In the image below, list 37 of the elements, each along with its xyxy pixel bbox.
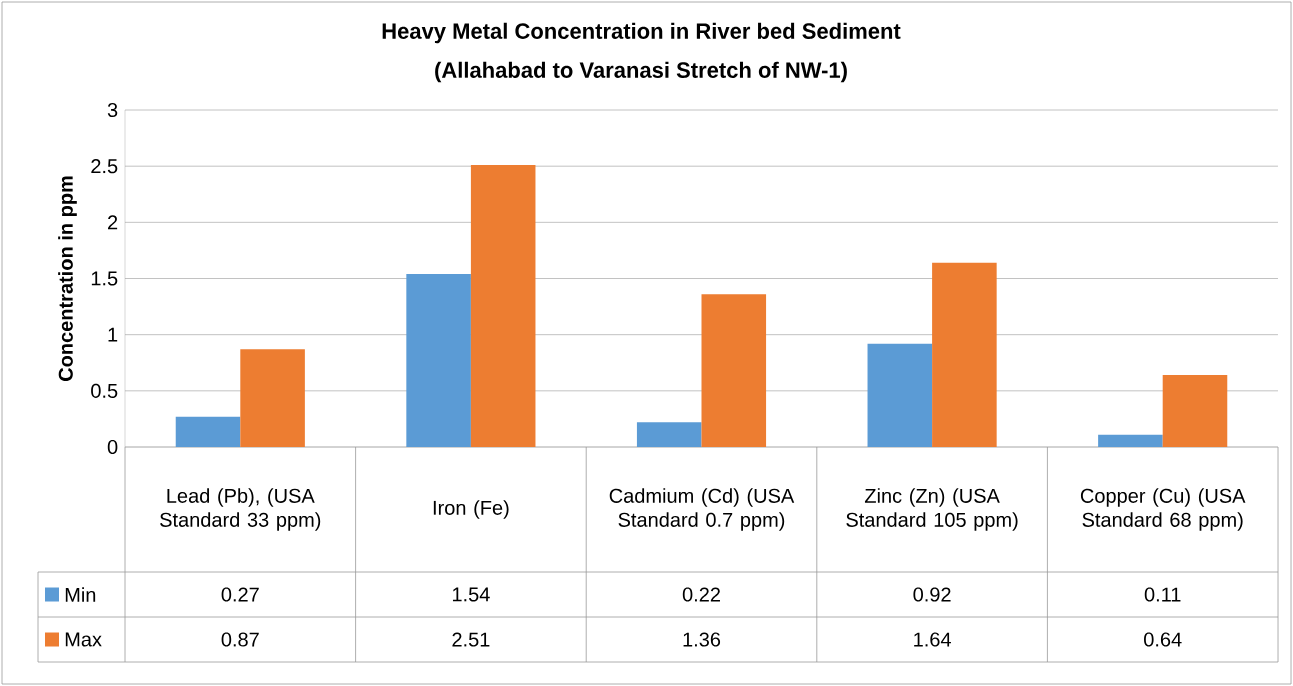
data-label: 1.64 [914,632,951,647]
bar [867,343,933,448]
data-label: 1.36 [683,632,721,647]
data-label: 2.51 [452,632,490,647]
y-tick-label: 0.5 [91,383,118,398]
data-label: 0.92 [913,587,951,602]
bar [470,165,536,448]
x-tick-label: Cadmium (Cd) (USA Standard 0.7 ppm) [609,488,795,531]
y-tick-label: 1 [108,327,118,342]
data-label: 0.87 [221,632,259,647]
bar [1098,434,1163,448]
y-tick-label: 3 [107,102,118,118]
bar [932,262,997,448]
data-label: 0.64 [1144,632,1182,647]
bar [701,294,767,448]
x-tick-label: Copper (Cu) (USA Standard 68 ppm) [1080,488,1246,531]
x-tick-label: Zinc (Zn) (USA Standard 105 ppm) [846,488,1018,531]
data-label: 0.22 [682,587,720,602]
legend-label: Min [65,587,96,602]
data-label: 0.27 [221,587,259,602]
chart-subtitle: (Allahabad to Varanasi Stretch of NW-1) [435,61,847,83]
y-tick-label: 1.5 [91,271,118,286]
y-tick-label: 2.5 [91,159,118,174]
x-tick-label: Iron (Fe) [433,500,509,519]
bar [406,274,471,448]
x-tick-label: Lead (Pb), (USA Standard 33 ppm) [160,488,321,531]
data-label: 1.54 [452,587,490,602]
bar [636,422,702,448]
bar [1162,375,1228,448]
data-label: 0.11 [1144,587,1181,602]
bar [240,349,305,448]
y-tick-label: 0 [107,439,118,455]
y-tick-label: 2 [108,215,118,230]
legend-label: Max [65,632,102,647]
bar [175,416,241,448]
y-axis-title: Concentration in ppm [58,176,77,382]
chart-title: Heavy Metal Concentration in River bed Sediment [382,22,901,44]
